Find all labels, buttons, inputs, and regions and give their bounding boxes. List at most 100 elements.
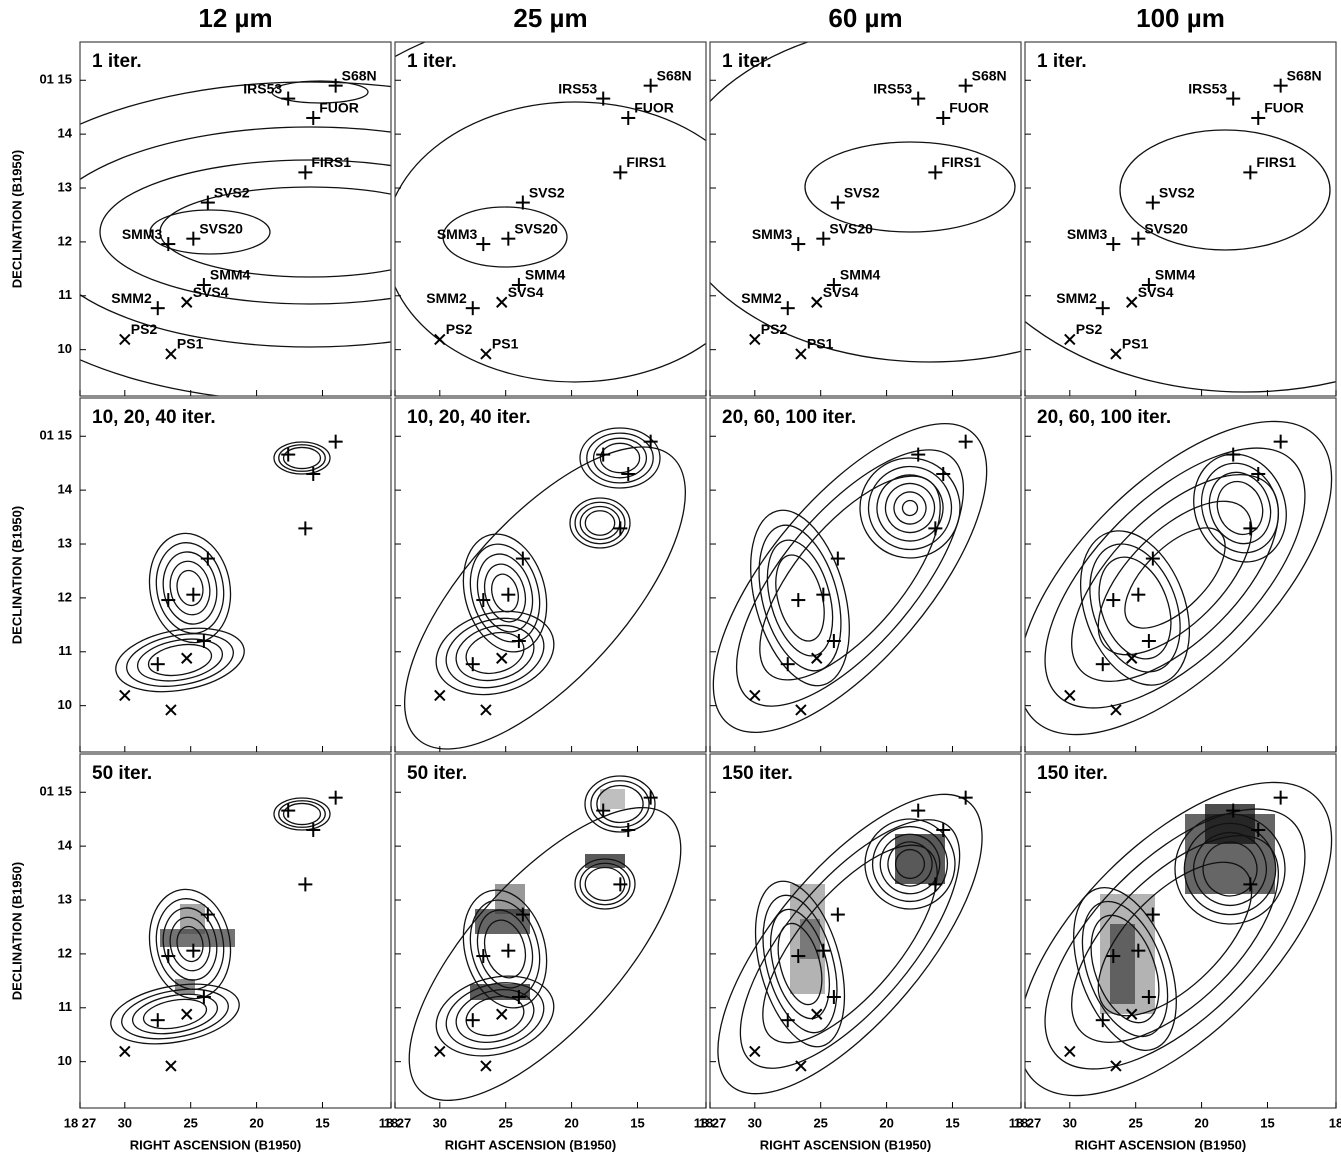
source-marker bbox=[201, 552, 215, 566]
panel bbox=[667, 381, 1034, 775]
source-marker bbox=[959, 435, 973, 449]
contour bbox=[594, 438, 647, 478]
y-tick-label: 13 bbox=[58, 179, 72, 194]
source-label: FUOR bbox=[319, 100, 359, 116]
source-label: SMM3 bbox=[1067, 226, 1108, 242]
source-label: FIRS1 bbox=[311, 154, 351, 170]
source-marker bbox=[1274, 79, 1288, 93]
source-marker bbox=[298, 521, 312, 535]
source-marker bbox=[151, 1013, 165, 1027]
source-marker bbox=[1243, 165, 1257, 179]
source-marker bbox=[781, 657, 795, 671]
intensity bbox=[585, 854, 625, 868]
x-tick-label: 30 bbox=[118, 1115, 132, 1130]
source-marker bbox=[959, 791, 973, 805]
source-marker bbox=[750, 690, 760, 700]
source-marker bbox=[435, 334, 445, 344]
source-marker bbox=[120, 334, 130, 344]
source-marker bbox=[1065, 334, 1075, 344]
source-marker bbox=[1131, 588, 1145, 602]
x-tick-label: 18 27 bbox=[694, 1115, 727, 1130]
source-marker bbox=[1127, 297, 1137, 307]
source-marker bbox=[1111, 349, 1121, 359]
source-label: PS1 bbox=[1122, 336, 1149, 352]
y-axis-label: DECLINATION (B1950) bbox=[9, 862, 24, 1000]
source-marker bbox=[182, 653, 192, 663]
source-label: S68N bbox=[657, 67, 692, 83]
contour bbox=[698, 415, 1002, 742]
contour bbox=[1073, 476, 1277, 680]
source-marker bbox=[476, 237, 490, 251]
source-label: IRS53 bbox=[558, 80, 597, 96]
column-title: 12 µm bbox=[198, 3, 272, 33]
contour bbox=[166, 558, 214, 618]
panel-frame bbox=[1025, 398, 1336, 752]
iteration-label: 20, 60, 100 iter. bbox=[722, 407, 856, 428]
source-marker bbox=[796, 349, 806, 359]
source-marker bbox=[120, 690, 130, 700]
source-marker bbox=[306, 823, 320, 837]
source-marker bbox=[1106, 593, 1120, 607]
source-label: SVS4 bbox=[823, 284, 859, 300]
source-marker bbox=[497, 653, 507, 663]
y-tick-label: 10 bbox=[58, 697, 72, 712]
contour bbox=[141, 527, 239, 649]
contour bbox=[580, 507, 620, 540]
source-label: SVS2 bbox=[844, 184, 880, 200]
panel-frame bbox=[395, 42, 706, 396]
x-tick-label: 30 bbox=[1063, 1115, 1077, 1130]
source-label: SVS4 bbox=[193, 284, 229, 300]
source-label: SVS2 bbox=[214, 184, 250, 200]
source-marker bbox=[186, 232, 200, 246]
x-tick-label: 15 bbox=[315, 1115, 329, 1130]
contour bbox=[450, 617, 540, 688]
contour bbox=[585, 511, 614, 536]
panel bbox=[530, 0, 1330, 472]
y-tick-label: 01 15 bbox=[39, 784, 72, 799]
source-label: FUOR bbox=[634, 100, 674, 116]
source-marker bbox=[1096, 301, 1110, 315]
iteration-label: 50 iter. bbox=[92, 763, 152, 784]
source-marker bbox=[1274, 435, 1288, 449]
contour bbox=[966, 369, 1341, 786]
source-marker bbox=[306, 467, 320, 481]
source-marker bbox=[1065, 1046, 1075, 1056]
source-marker bbox=[596, 448, 610, 462]
source-marker bbox=[166, 705, 176, 715]
source-label: SVS20 bbox=[829, 220, 873, 236]
source-marker bbox=[166, 349, 176, 359]
contour bbox=[488, 571, 523, 615]
source-label: S68N bbox=[342, 67, 377, 83]
contour bbox=[945, 0, 1341, 392]
iteration-label: 50 iter. bbox=[407, 763, 467, 784]
panel bbox=[805, 0, 1341, 512]
intensity bbox=[175, 979, 195, 994]
source-marker bbox=[1142, 634, 1156, 648]
x-tick-label: 20 bbox=[879, 1115, 893, 1130]
source-label: IRS53 bbox=[873, 80, 912, 96]
source-label: S68N bbox=[972, 67, 1007, 83]
y-tick-label: 12 bbox=[58, 589, 72, 604]
x-tick-label: 20 bbox=[1194, 1115, 1208, 1130]
source-marker bbox=[501, 588, 515, 602]
contour bbox=[853, 451, 966, 564]
source-marker bbox=[161, 593, 175, 607]
source-marker bbox=[831, 908, 845, 922]
x-tick-label: 25 bbox=[813, 1115, 827, 1130]
contour bbox=[704, 786, 997, 1101]
x-tick-label: 18 bbox=[1329, 1115, 1341, 1130]
source-marker bbox=[1146, 196, 1160, 210]
source-label: SMM4 bbox=[840, 267, 881, 283]
source-marker bbox=[1146, 552, 1160, 566]
source-marker bbox=[750, 334, 760, 344]
panel bbox=[111, 442, 330, 701]
iteration-label: 20, 60, 100 iter. bbox=[1037, 407, 1171, 428]
source-label: SVS4 bbox=[1138, 284, 1174, 300]
source-marker bbox=[182, 1009, 192, 1019]
source-marker bbox=[831, 196, 845, 210]
source-label: S68N bbox=[1287, 67, 1322, 83]
contour bbox=[842, 440, 979, 577]
contour bbox=[279, 801, 325, 828]
source-label: FIRS1 bbox=[941, 154, 981, 170]
source-marker bbox=[816, 232, 830, 246]
